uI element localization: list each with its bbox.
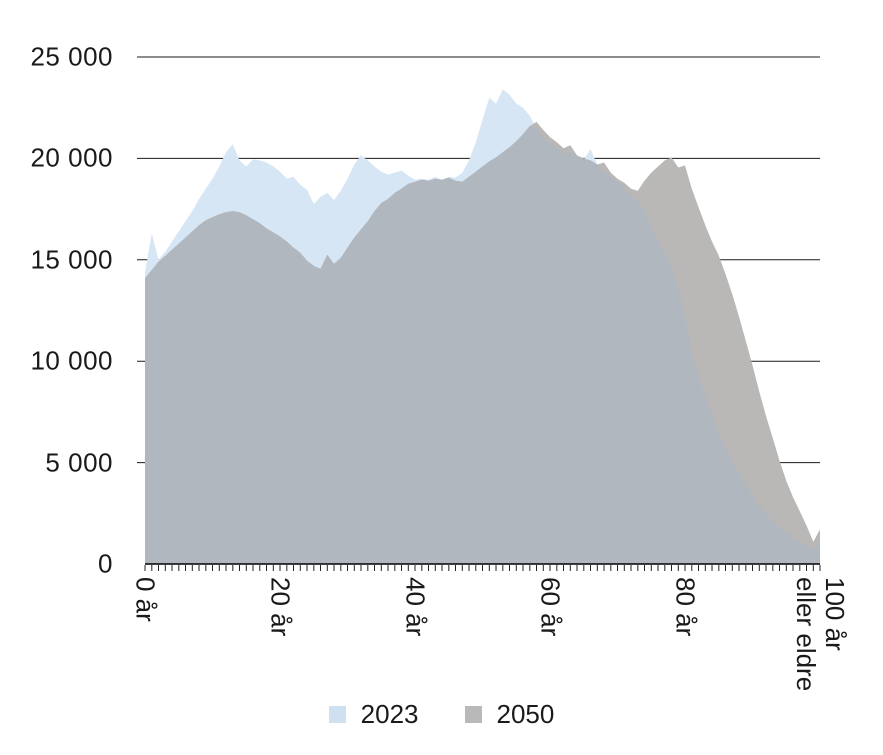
x-axis-label-60: 60 år <box>535 577 566 637</box>
y-axis-label-20000: 20 000 <box>30 142 113 173</box>
x-axis-label-20: 20 år <box>265 577 296 637</box>
legend-item-2050: 2050 <box>464 699 555 730</box>
x-axis-label-80: 80 år <box>670 577 701 637</box>
legend-swatch-2050 <box>464 706 482 723</box>
chart-legend: 2023 2050 <box>0 699 883 730</box>
legend-swatch-2023 <box>328 706 346 723</box>
legend-label-2050: 2050 <box>496 699 555 729</box>
x-axis-label-0: 0 år <box>130 577 161 622</box>
y-axis-label-0: 0 <box>98 548 113 579</box>
y-axis-label-15000: 15 000 <box>30 244 113 275</box>
y-axis-label-25000: 25 000 <box>30 41 113 72</box>
x-axis-label-100: 100 år eller eldre <box>791 577 851 692</box>
x-axis-label-40: 40 år <box>400 577 431 637</box>
area-overlap <box>145 126 820 564</box>
legend-label-2023: 2023 <box>360 699 419 729</box>
legend-item-2023: 2023 <box>328 699 419 730</box>
y-axis-label-5000: 5 000 <box>45 447 113 478</box>
y-axis-label-10000: 10 000 <box>30 345 113 376</box>
